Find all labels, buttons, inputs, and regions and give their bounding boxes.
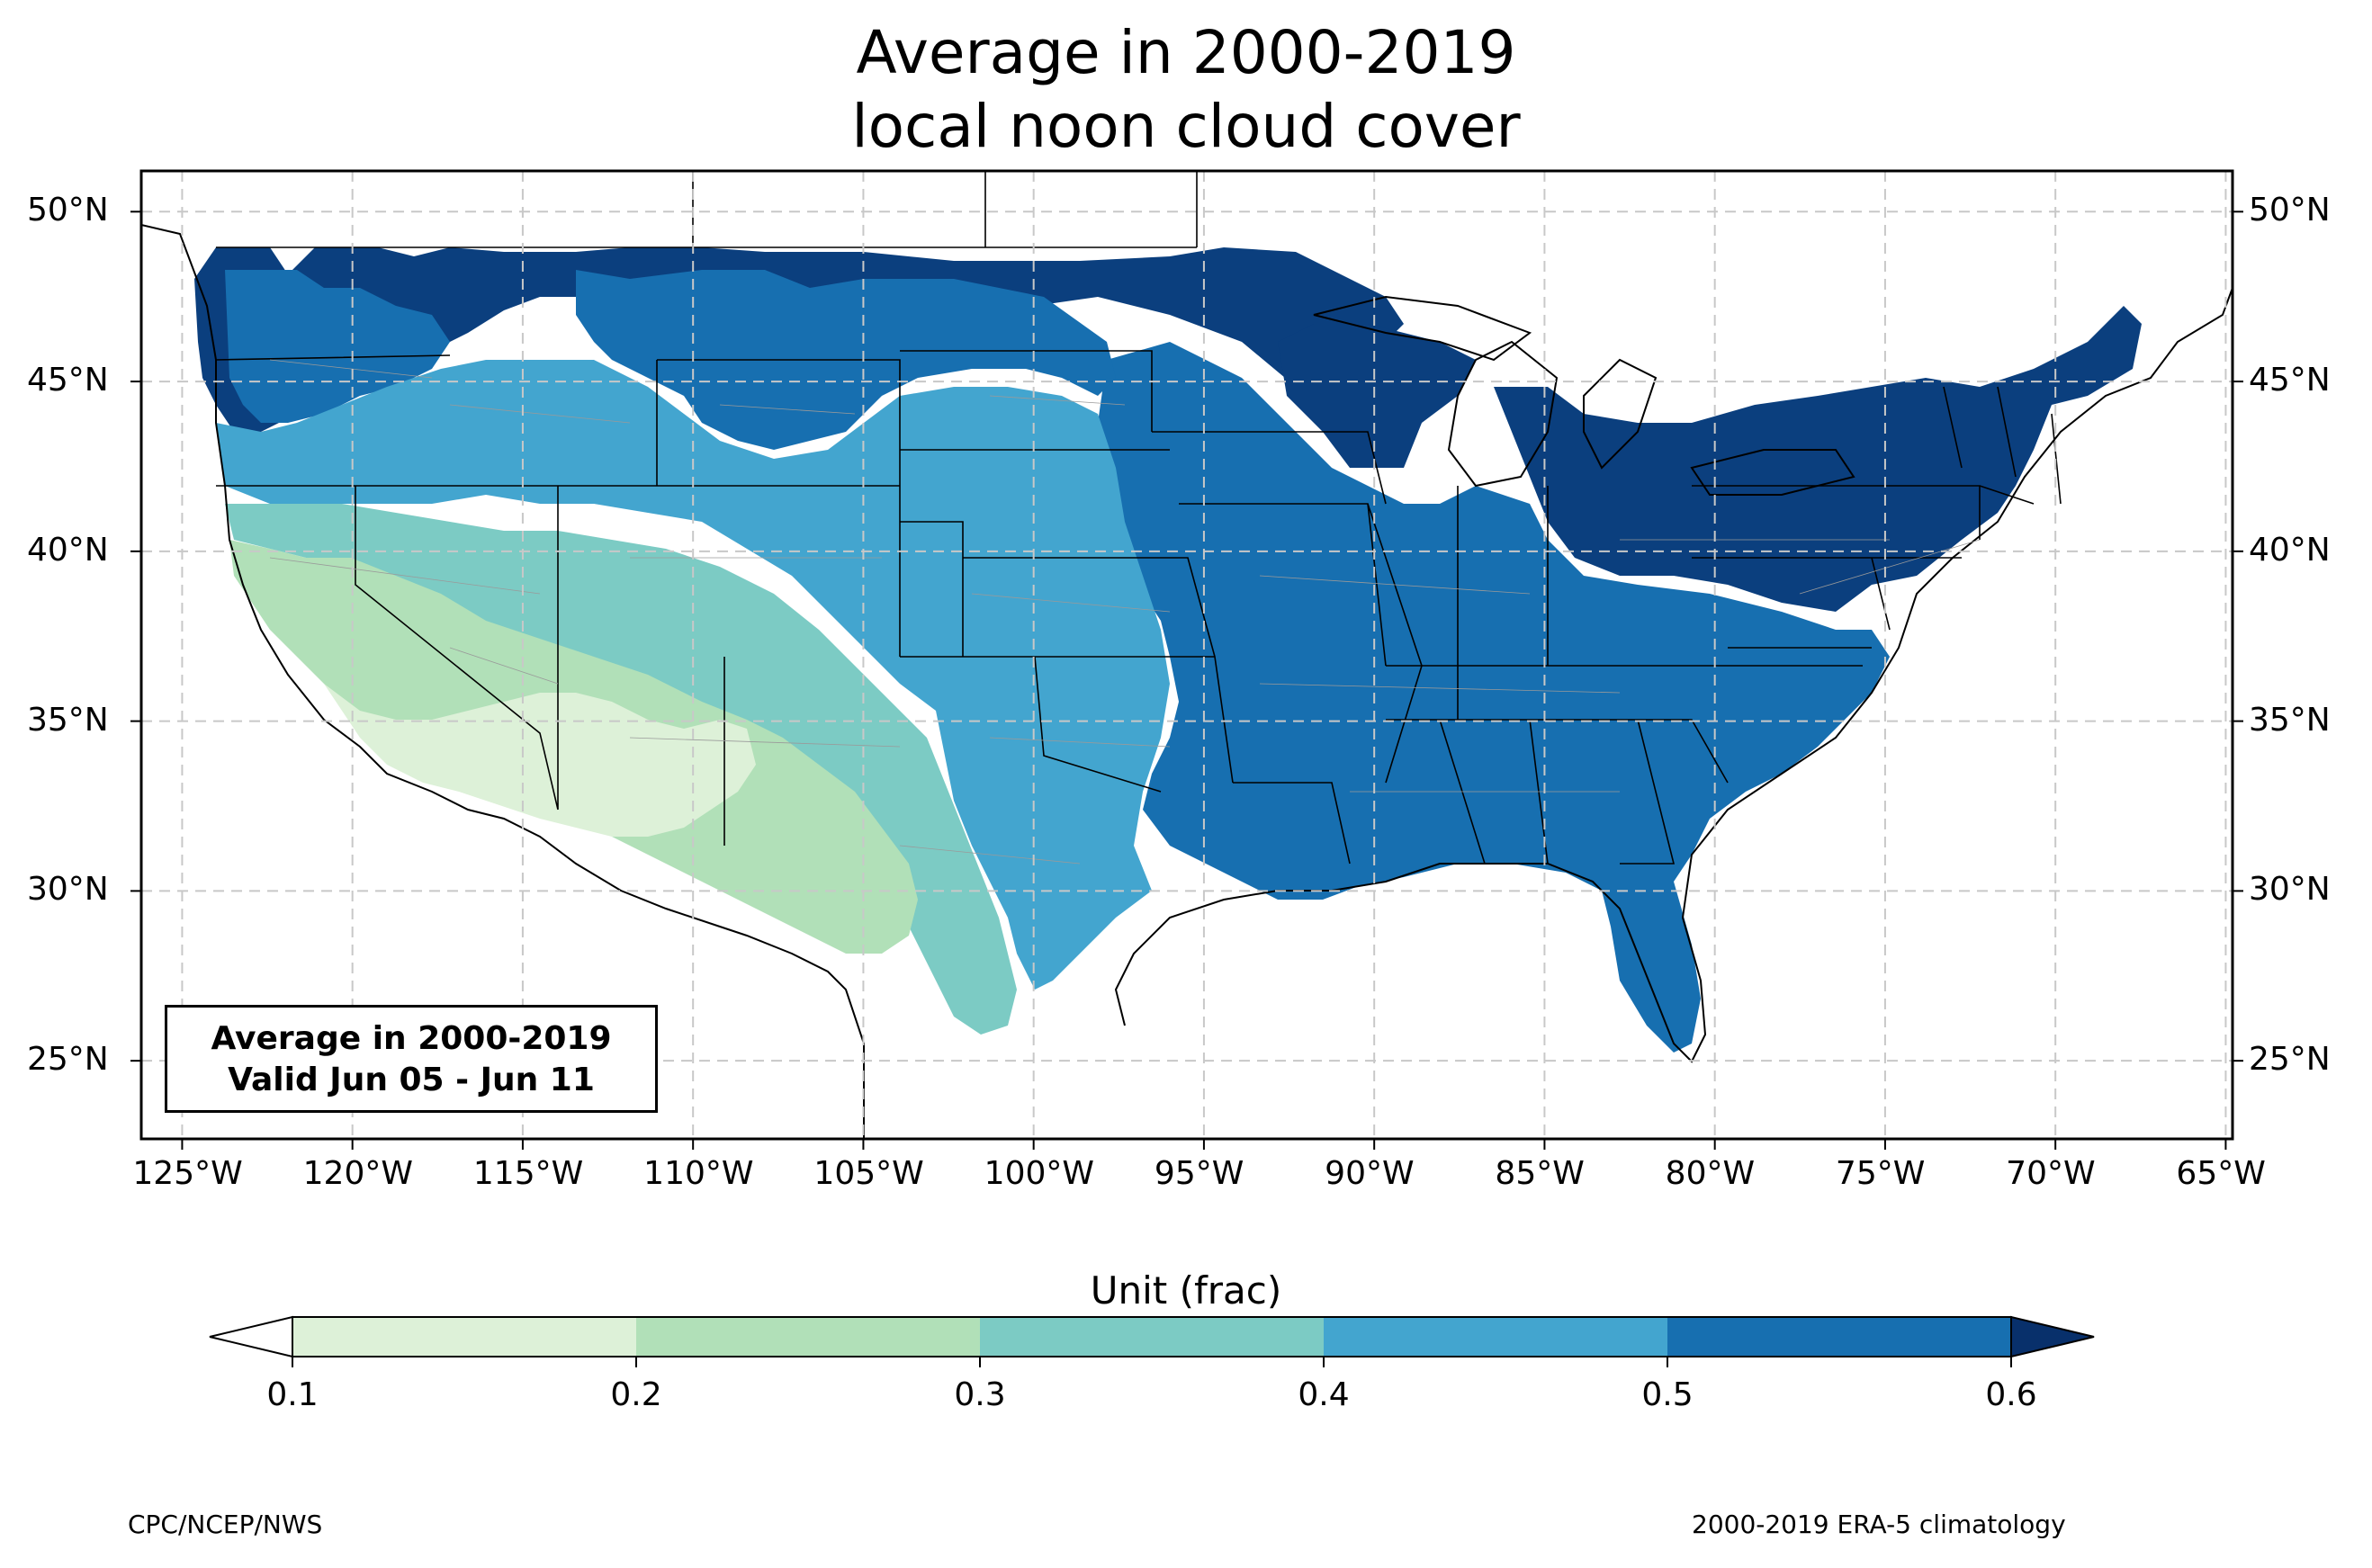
lon-tick-label: 105°W — [813, 1155, 924, 1192]
lat-tick-label-left: 45°N — [27, 362, 109, 399]
lon-tick-label: 115°W — [472, 1155, 584, 1192]
lon-tick-label: 125°W — [132, 1155, 243, 1192]
colorbar — [209, 1315, 2095, 1367]
lon-tick-label: 100°W — [984, 1155, 1094, 1192]
region-0.5-0.6 — [1098, 342, 1890, 1053]
coastline — [141, 224, 865, 1139]
lon-tick-label: 70°W — [2006, 1155, 2096, 1192]
lon-tick-label: 65°W — [2176, 1155, 2266, 1192]
lat-tick-label-right: 30°N — [2249, 871, 2331, 909]
colorbar-tick-label: 0.3 — [954, 1376, 1006, 1413]
lat-tick-label-left: 30°N — [27, 871, 109, 909]
map-title-line-2: local noon cloud cover — [851, 92, 1521, 161]
colorbar-title: Unit (frac) — [1090, 1268, 1282, 1313]
axis-ticks — [130, 211, 2243, 1150]
lat-tick-label-right: 40°N — [2249, 531, 2331, 569]
county-lines — [269, 359, 1981, 865]
valid-period-line-1: Average in 2000-2019 — [211, 1020, 612, 1057]
colorbar-over-arrow — [2010, 1315, 2095, 1358]
region-0.3-0.4 — [225, 504, 1017, 1035]
lat-tick-label-left: 40°N — [27, 531, 109, 569]
lon-tick-label: 85°W — [1495, 1155, 1585, 1192]
region-over-0.6-northeast — [1494, 306, 2142, 612]
lat-tick-label-left: 35°N — [27, 701, 109, 739]
colorbar-bin — [1667, 1317, 2012, 1357]
lon-tick-label: 95°W — [1154, 1155, 1244, 1192]
colorbar-bin — [636, 1317, 981, 1357]
colorbar-tick-label: 0.6 — [1985, 1376, 2037, 1413]
colorbar-tick-label: 0.4 — [1298, 1376, 1350, 1413]
colorbar-bin — [292, 1317, 637, 1357]
footer-source: CPC/NCEP/NWS — [128, 1510, 323, 1539]
lat-tick-label-right: 35°N — [2249, 701, 2331, 739]
valid-period-line-2: Valid Jun 05 - Jun 11 — [228, 1062, 595, 1098]
valid-period-box: Average in 2000-2019 Valid Jun 05 - Jun … — [165, 1005, 658, 1113]
cloud-cover-field — [194, 247, 2142, 1053]
region-0.4-0.5 — [216, 360, 1170, 990]
lat-tick-label-left: 25°N — [27, 1041, 109, 1079]
lat-tick-label-right: 50°N — [2249, 192, 2331, 229]
great-lakes — [1313, 295, 1855, 496]
lon-tick-label: 120°W — [302, 1155, 413, 1192]
lat-tick-label-right: 45°N — [2249, 362, 2331, 399]
colorbar-under-arrow — [209, 1315, 293, 1358]
lon-tick-label: 110°W — [643, 1155, 754, 1192]
colorbar-bin — [980, 1317, 1325, 1357]
lon-tick-label: 80°W — [1665, 1155, 1756, 1192]
footer-climatology: 2000-2019 ERA-5 climatology — [1692, 1510, 2066, 1539]
lon-tick-label: 90°W — [1325, 1155, 1415, 1192]
colorbar-tick-label: 0.1 — [266, 1376, 319, 1413]
lat-tick-label-right: 25°N — [2249, 1041, 2331, 1079]
lat-tick-label-left: 50°N — [27, 192, 109, 229]
region-over-0.6 — [194, 247, 1404, 432]
lon-tick-label: 75°W — [1835, 1155, 1926, 1192]
colorbar-frame — [292, 1316, 2012, 1357]
colorbar-tick-label: 0.2 — [610, 1376, 662, 1413]
colorbar-tick-label: 0.5 — [1641, 1376, 1694, 1413]
map-title-line-1: Average in 2000-2019 — [856, 18, 1516, 87]
gulf-coast — [1114, 287, 2233, 1063]
map-borders — [141, 171, 2233, 1139]
colorbar-bin — [1324, 1317, 1668, 1357]
map-frame — [139, 169, 2234, 1141]
